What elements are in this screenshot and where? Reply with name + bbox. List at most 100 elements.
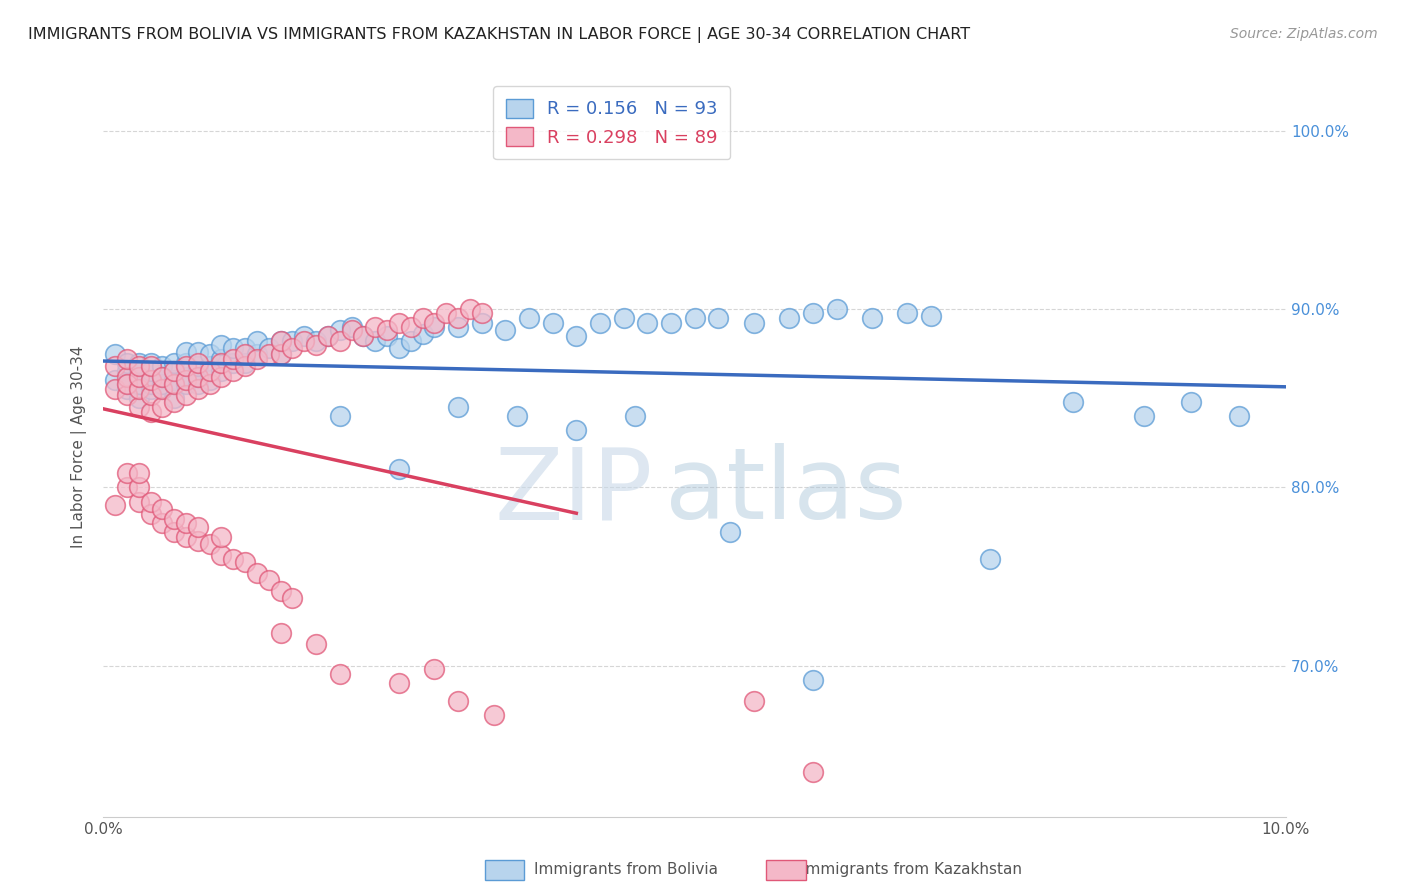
Point bbox=[506, 409, 529, 423]
Point bbox=[139, 376, 162, 391]
Point bbox=[198, 373, 221, 387]
Point bbox=[198, 364, 221, 378]
Point bbox=[150, 369, 173, 384]
Point bbox=[139, 405, 162, 419]
Point bbox=[187, 533, 209, 548]
Point bbox=[115, 480, 138, 494]
Point bbox=[187, 355, 209, 369]
Point bbox=[860, 311, 883, 326]
Point bbox=[174, 355, 197, 369]
Point bbox=[388, 462, 411, 476]
Point bbox=[128, 494, 150, 508]
Point bbox=[458, 302, 481, 317]
Point bbox=[163, 376, 186, 391]
Point bbox=[222, 364, 245, 378]
Point bbox=[659, 317, 682, 331]
Point bbox=[115, 382, 138, 396]
Point bbox=[139, 507, 162, 521]
Point bbox=[139, 373, 162, 387]
Point bbox=[1180, 394, 1202, 409]
Point bbox=[198, 376, 221, 391]
Y-axis label: In Labor Force | Age 30-34: In Labor Force | Age 30-34 bbox=[72, 346, 87, 549]
Point bbox=[246, 351, 269, 366]
Point bbox=[246, 566, 269, 580]
Point bbox=[163, 355, 186, 369]
Point bbox=[139, 355, 162, 369]
Point bbox=[174, 373, 197, 387]
Point bbox=[246, 334, 269, 348]
Point bbox=[896, 306, 918, 320]
Point bbox=[305, 337, 328, 351]
Point bbox=[187, 519, 209, 533]
Point bbox=[211, 369, 233, 384]
Text: Immigrants from Kazakhstan: Immigrants from Kazakhstan bbox=[801, 863, 1022, 877]
Point bbox=[104, 382, 127, 396]
Point bbox=[375, 324, 398, 338]
Point bbox=[115, 376, 138, 391]
Point bbox=[163, 512, 186, 526]
Point bbox=[316, 329, 339, 343]
Point bbox=[128, 400, 150, 414]
Point bbox=[352, 329, 374, 343]
Point bbox=[742, 317, 765, 331]
Point bbox=[150, 516, 173, 530]
Point bbox=[329, 334, 352, 348]
Point bbox=[375, 329, 398, 343]
Point bbox=[115, 351, 138, 366]
Point bbox=[292, 334, 315, 348]
Point bbox=[742, 694, 765, 708]
Point bbox=[150, 382, 173, 396]
Point bbox=[128, 369, 150, 384]
Point bbox=[222, 551, 245, 566]
Point bbox=[198, 537, 221, 551]
Point bbox=[163, 373, 186, 387]
Point bbox=[104, 359, 127, 373]
Text: ZIP: ZIP bbox=[495, 443, 654, 540]
Point bbox=[174, 359, 197, 373]
Point bbox=[211, 530, 233, 544]
Point bbox=[128, 355, 150, 369]
Point bbox=[128, 382, 150, 396]
Point bbox=[541, 317, 564, 331]
Point bbox=[163, 394, 186, 409]
Point bbox=[364, 320, 387, 334]
Point bbox=[211, 548, 233, 562]
Point bbox=[825, 302, 848, 317]
Point bbox=[920, 310, 942, 324]
Point bbox=[340, 324, 363, 338]
Text: Immigrants from Bolivia: Immigrants from Bolivia bbox=[534, 863, 718, 877]
Point bbox=[624, 409, 647, 423]
Point bbox=[128, 376, 150, 391]
Point bbox=[683, 311, 706, 326]
Point bbox=[517, 311, 540, 326]
Point bbox=[187, 344, 209, 359]
Point bbox=[270, 334, 292, 348]
Point bbox=[412, 311, 434, 326]
Point bbox=[718, 524, 741, 539]
Point bbox=[163, 524, 186, 539]
Point bbox=[104, 346, 127, 360]
Point bbox=[412, 327, 434, 342]
Point bbox=[1062, 394, 1084, 409]
Point bbox=[636, 317, 658, 331]
Point bbox=[115, 387, 138, 401]
Point bbox=[150, 376, 173, 391]
Point bbox=[187, 382, 209, 396]
Point bbox=[423, 317, 446, 331]
Point bbox=[150, 382, 173, 396]
Point bbox=[1227, 409, 1250, 423]
Point bbox=[115, 369, 138, 384]
Point bbox=[128, 480, 150, 494]
Point bbox=[292, 329, 315, 343]
Point bbox=[329, 667, 352, 681]
Point bbox=[801, 673, 824, 687]
Point bbox=[257, 573, 280, 587]
Point bbox=[707, 311, 730, 326]
Point bbox=[150, 501, 173, 516]
Point bbox=[364, 334, 387, 348]
Point bbox=[163, 391, 186, 405]
Point bbox=[128, 466, 150, 480]
Point bbox=[257, 346, 280, 360]
Point bbox=[447, 694, 470, 708]
Text: IMMIGRANTS FROM BOLIVIA VS IMMIGRANTS FROM KAZAKHSTAN IN LABOR FORCE | AGE 30-34: IMMIGRANTS FROM BOLIVIA VS IMMIGRANTS FR… bbox=[28, 27, 970, 43]
